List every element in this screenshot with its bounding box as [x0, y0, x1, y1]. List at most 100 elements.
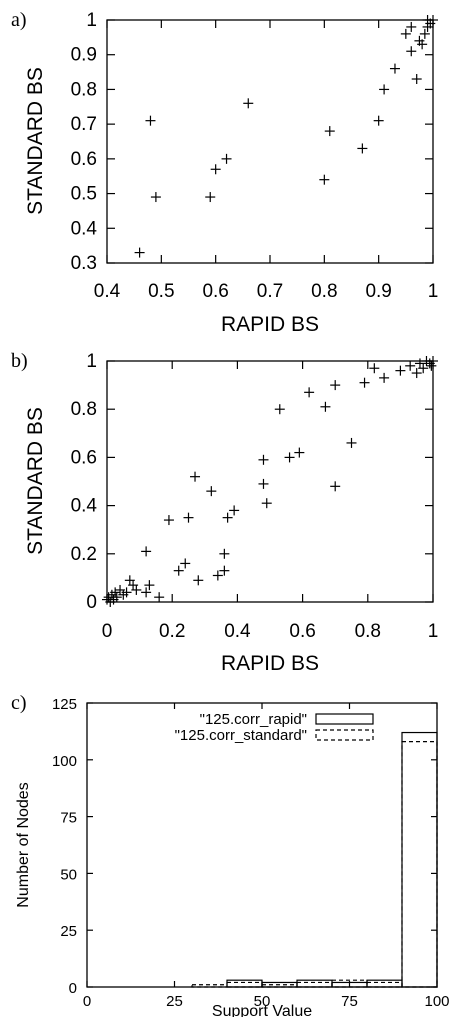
histogram-bar-standard [191, 984, 228, 988]
x-tick-label: 0.8 [355, 621, 381, 642]
data-point [379, 372, 390, 383]
data-point [294, 447, 305, 458]
histogram-bar-standard [226, 981, 263, 988]
y-tick-label: 0.5 [71, 184, 97, 205]
data-point [111, 592, 122, 603]
data-point [389, 63, 400, 74]
data-point [419, 28, 430, 39]
data-point [219, 565, 230, 576]
x-tick-label: 0 [83, 993, 91, 1010]
x-tick-label: 100 [424, 993, 449, 1010]
data-point [357, 143, 368, 154]
y-axis-title: STANDARD BS [24, 407, 47, 555]
data-point [373, 115, 384, 126]
data-point [183, 512, 194, 523]
data-point [205, 192, 216, 203]
histogram-bar-rapid [226, 979, 263, 988]
plot-frame [86, 702, 438, 988]
data-point [320, 401, 331, 412]
x-tick-label: 0.7 [257, 281, 283, 302]
data-point [258, 478, 269, 489]
data-point [330, 380, 341, 391]
data-point [141, 546, 152, 557]
data-point [346, 437, 357, 448]
data-point [163, 515, 174, 526]
histogram-bar-standard [401, 741, 438, 988]
x-axis-title: RAPID BS [221, 652, 319, 675]
y-tick-label: 75 [60, 810, 77, 827]
y-tick-label: 0 [69, 980, 77, 997]
x-tick-label: 1 [428, 621, 439, 642]
y-tick-label: 0.4 [71, 496, 98, 517]
data-point [229, 505, 240, 516]
y-tick-label: 125 [52, 696, 77, 713]
data-point [258, 454, 269, 465]
y-tick-label: 1 [86, 351, 97, 372]
histogram-bar-standard [261, 984, 298, 988]
x-tick-label: 50 [254, 993, 271, 1010]
data-point [141, 587, 152, 598]
plot-frame [106, 19, 434, 264]
x-tick-label: 0.2 [159, 621, 185, 642]
y-tick-label: 0.9 [71, 45, 97, 66]
data-point [219, 548, 230, 559]
x-tick-label: 0.4 [94, 281, 121, 302]
data-point [359, 377, 370, 388]
data-point [150, 192, 161, 203]
data-point [274, 404, 285, 415]
y-tick-label: 25 [60, 923, 77, 940]
data-point [210, 164, 221, 175]
data-point [411, 74, 422, 85]
data-point [261, 498, 272, 509]
data-point [411, 368, 422, 379]
legend-swatch [315, 729, 374, 741]
data-point [406, 21, 417, 32]
data-point [284, 452, 295, 463]
data-point [422, 15, 433, 25]
plot-frame [106, 360, 434, 603]
data-point [144, 580, 155, 591]
y-tick-label: 100 [52, 753, 77, 770]
y-axis-title: STANDARD BS [24, 67, 47, 215]
panel-label: a) [11, 9, 27, 31]
y-axis-title: Number of Nodes [15, 782, 32, 907]
y-tick-label: 0.8 [71, 399, 97, 420]
x-axis-title: RAPID BS [221, 313, 319, 336]
x-axis-title: Support Value [212, 1003, 312, 1017]
x-tick-label: 0.8 [311, 281, 337, 302]
data-point [145, 115, 156, 126]
data-point [221, 153, 232, 164]
data-point [206, 486, 217, 497]
data-point [324, 126, 335, 137]
y-tick-label: 0.6 [71, 447, 97, 468]
x-tick-label: 25 [166, 993, 183, 1010]
data-point [193, 575, 204, 586]
histogram-bar-rapid [366, 979, 403, 988]
data-point [190, 471, 201, 482]
panel-a: a) 0.4 0.5 0.6 0.7 0.8 0.9 1 0.3 0.4 0.5 0.6 0.7 0.8 0… [11, 9, 438, 336]
data-point [426, 360, 437, 371]
data-point [406, 46, 417, 57]
data-point [154, 592, 165, 603]
data-point [418, 363, 429, 374]
data-point [212, 570, 223, 581]
y-tick-label: 0.7 [71, 114, 97, 135]
y-tick-label: 0.4 [71, 218, 98, 239]
histogram-bar-rapid [401, 731, 438, 988]
x-tick-label: 0.4 [224, 621, 251, 642]
data-point [395, 365, 406, 376]
x-tick-label: 75 [341, 993, 358, 1010]
legend-label: "125.corr_standard" [175, 727, 307, 744]
data-point [180, 558, 191, 569]
data-point [379, 84, 390, 95]
panel-b: b) 0 0.2 0.4 0.6 0.8 1 0 0.2 0.4 0.6 0.8 1 RAPID BS ST… [11, 350, 438, 675]
data-point [428, 356, 438, 366]
data-point [243, 98, 254, 109]
y-tick-label: 0.8 [71, 79, 97, 100]
data-point [121, 587, 132, 598]
data-point [110, 587, 121, 598]
legend-swatch [315, 713, 374, 725]
y-tick-label: 0.3 [71, 253, 97, 274]
data-point [304, 387, 315, 398]
